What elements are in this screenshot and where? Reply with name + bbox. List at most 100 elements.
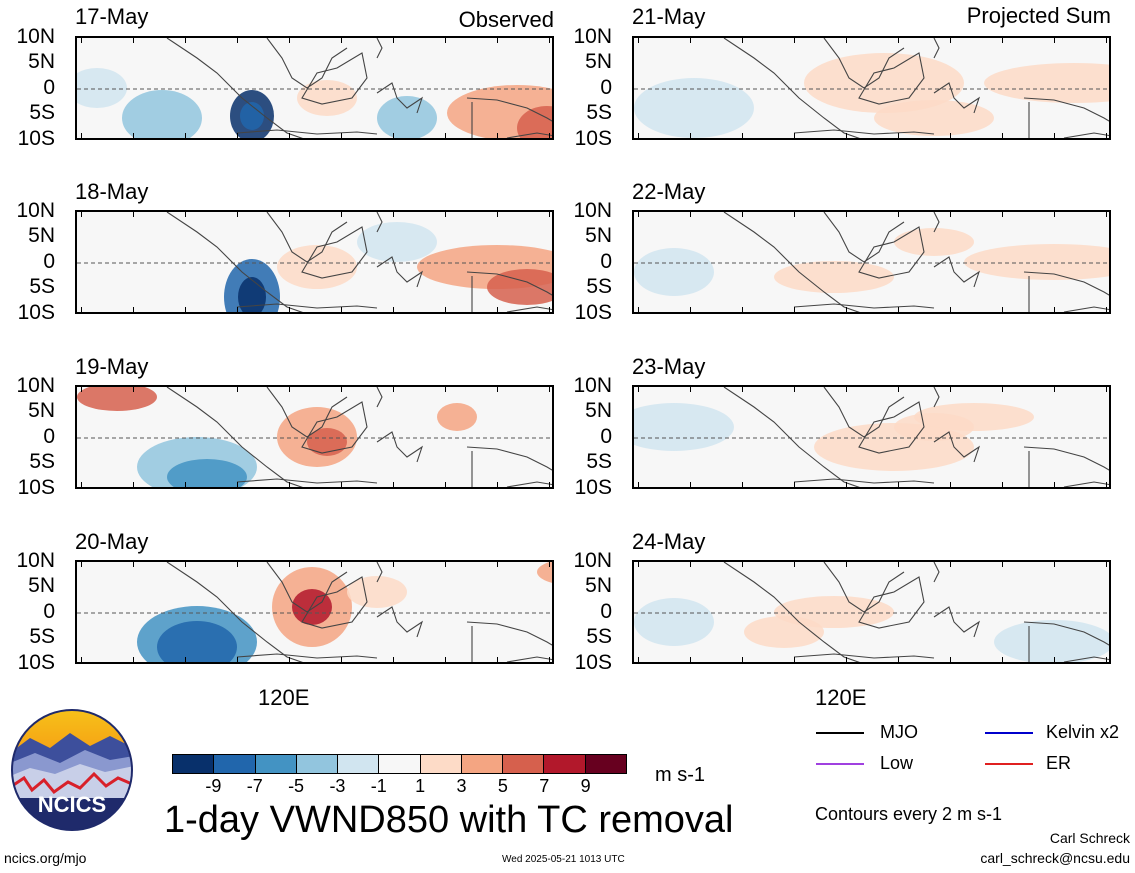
lat-tick-label: 10N [573, 549, 612, 572]
coastline [823, 387, 905, 438]
axis-tick [289, 38, 290, 43]
axis-tick [794, 38, 795, 43]
lat-tick-label: 5S [586, 101, 612, 124]
axis-tick [794, 657, 795, 662]
axis-tick [742, 562, 743, 567]
anomaly-shading [634, 403, 734, 451]
axis-tick [846, 482, 847, 487]
axis-tick [497, 482, 498, 487]
axis-tick [393, 212, 394, 217]
contours-note: Contours every 2 m s-1 [815, 804, 1003, 824]
axis-tick [341, 482, 342, 487]
axis-tick [950, 38, 951, 43]
lat-tick-label: 10S [574, 476, 612, 499]
coastline [266, 387, 348, 438]
lat-tick-label: 10N [16, 374, 55, 397]
axis-tick [898, 482, 899, 487]
axis-tick [393, 482, 394, 487]
projected-map-panel [632, 385, 1111, 489]
axis-tick [185, 307, 186, 312]
axis-tick [445, 38, 446, 43]
axis-tick [742, 307, 743, 312]
colorbar-swatch [173, 755, 214, 773]
anomaly-shading [964, 244, 1109, 280]
lat-tick-label: 10S [17, 301, 55, 324]
projected-map-panel [632, 560, 1111, 664]
coastline [266, 212, 348, 263]
axis-tick [393, 133, 394, 138]
axis-tick [445, 133, 446, 138]
lat-tick-label: 10S [574, 127, 612, 150]
anomaly-shading [347, 576, 407, 608]
axis-tick [133, 212, 134, 217]
anomaly-shading [774, 261, 894, 293]
axis-tick [1002, 133, 1003, 138]
axis-tick [497, 133, 498, 138]
coastline [236, 478, 378, 484]
axis-tick [445, 482, 446, 487]
coastline [858, 576, 925, 629]
legend-label-low: Low [880, 753, 914, 773]
axis-tick [497, 307, 498, 312]
axis-tick [549, 307, 550, 312]
axis-tick [794, 212, 795, 217]
panel-date: 20-May [75, 529, 149, 554]
coastline [1023, 271, 1109, 296]
lat-tick-label: 0 [600, 250, 612, 273]
colorbar-tick-label: -5 [288, 776, 305, 796]
axis-tick [237, 38, 238, 43]
axis-tick [794, 133, 795, 138]
lon-label-right: 120E [815, 685, 867, 710]
lat-tick-label: 0 [43, 600, 55, 623]
legend-line-low [816, 763, 864, 765]
colorbar-units: m s-1 [655, 764, 705, 786]
axis-tick [898, 38, 899, 43]
coastline [301, 401, 368, 454]
anomaly-shading [994, 620, 1109, 662]
coastline [166, 38, 303, 138]
axis-tick [742, 133, 743, 138]
axis-tick [1106, 212, 1107, 217]
axis-tick [549, 133, 550, 138]
axis-tick [742, 212, 743, 217]
lat-tick-label: 10S [17, 127, 55, 150]
anomaly-shading [744, 616, 824, 648]
coastline [858, 52, 925, 105]
axis-tick [690, 212, 691, 217]
coastline [466, 97, 552, 122]
coastline [301, 226, 368, 279]
colorbar-swatch [502, 755, 544, 773]
coastline [933, 562, 940, 583]
colorbar-tick-label: -7 [246, 776, 263, 796]
axis-tick [497, 562, 498, 567]
colorbar-tick-label: -9 [205, 776, 222, 796]
anomaly-shading [307, 428, 347, 456]
axis-tick [742, 387, 743, 392]
axis-tick [638, 562, 639, 567]
lat-tick-label: 5N [585, 574, 612, 597]
axis-tick [846, 307, 847, 312]
axis-tick [1106, 482, 1107, 487]
axis-tick [794, 562, 795, 567]
footer-timestamp: Wed 2025-05-21 1013 UTC [502, 854, 625, 865]
lat-tick-label: 10N [16, 199, 55, 222]
observed-map-panel [75, 36, 554, 140]
coastline [376, 256, 424, 288]
footer-author: Carl Schreck [1049, 830, 1130, 846]
lat-tick-label: 5N [585, 224, 612, 247]
anomaly-shading [517, 106, 552, 138]
figure-title: 1-day VWND850 with TC removal [164, 799, 734, 841]
axis-tick [289, 482, 290, 487]
colorbar-tick-label: 1 [415, 776, 426, 796]
coastline [166, 212, 303, 312]
coastline [933, 38, 940, 59]
observed-map-panel [75, 210, 554, 314]
anomaly-shading [240, 102, 264, 130]
coastline [266, 38, 348, 89]
lat-tick-label: 0 [43, 76, 55, 99]
axis-tick [1106, 562, 1107, 567]
lat-tick-label: 10N [16, 25, 55, 48]
lat-tick-label: 5N [28, 50, 55, 73]
axis-tick [690, 38, 691, 43]
axis-tick [237, 133, 238, 138]
